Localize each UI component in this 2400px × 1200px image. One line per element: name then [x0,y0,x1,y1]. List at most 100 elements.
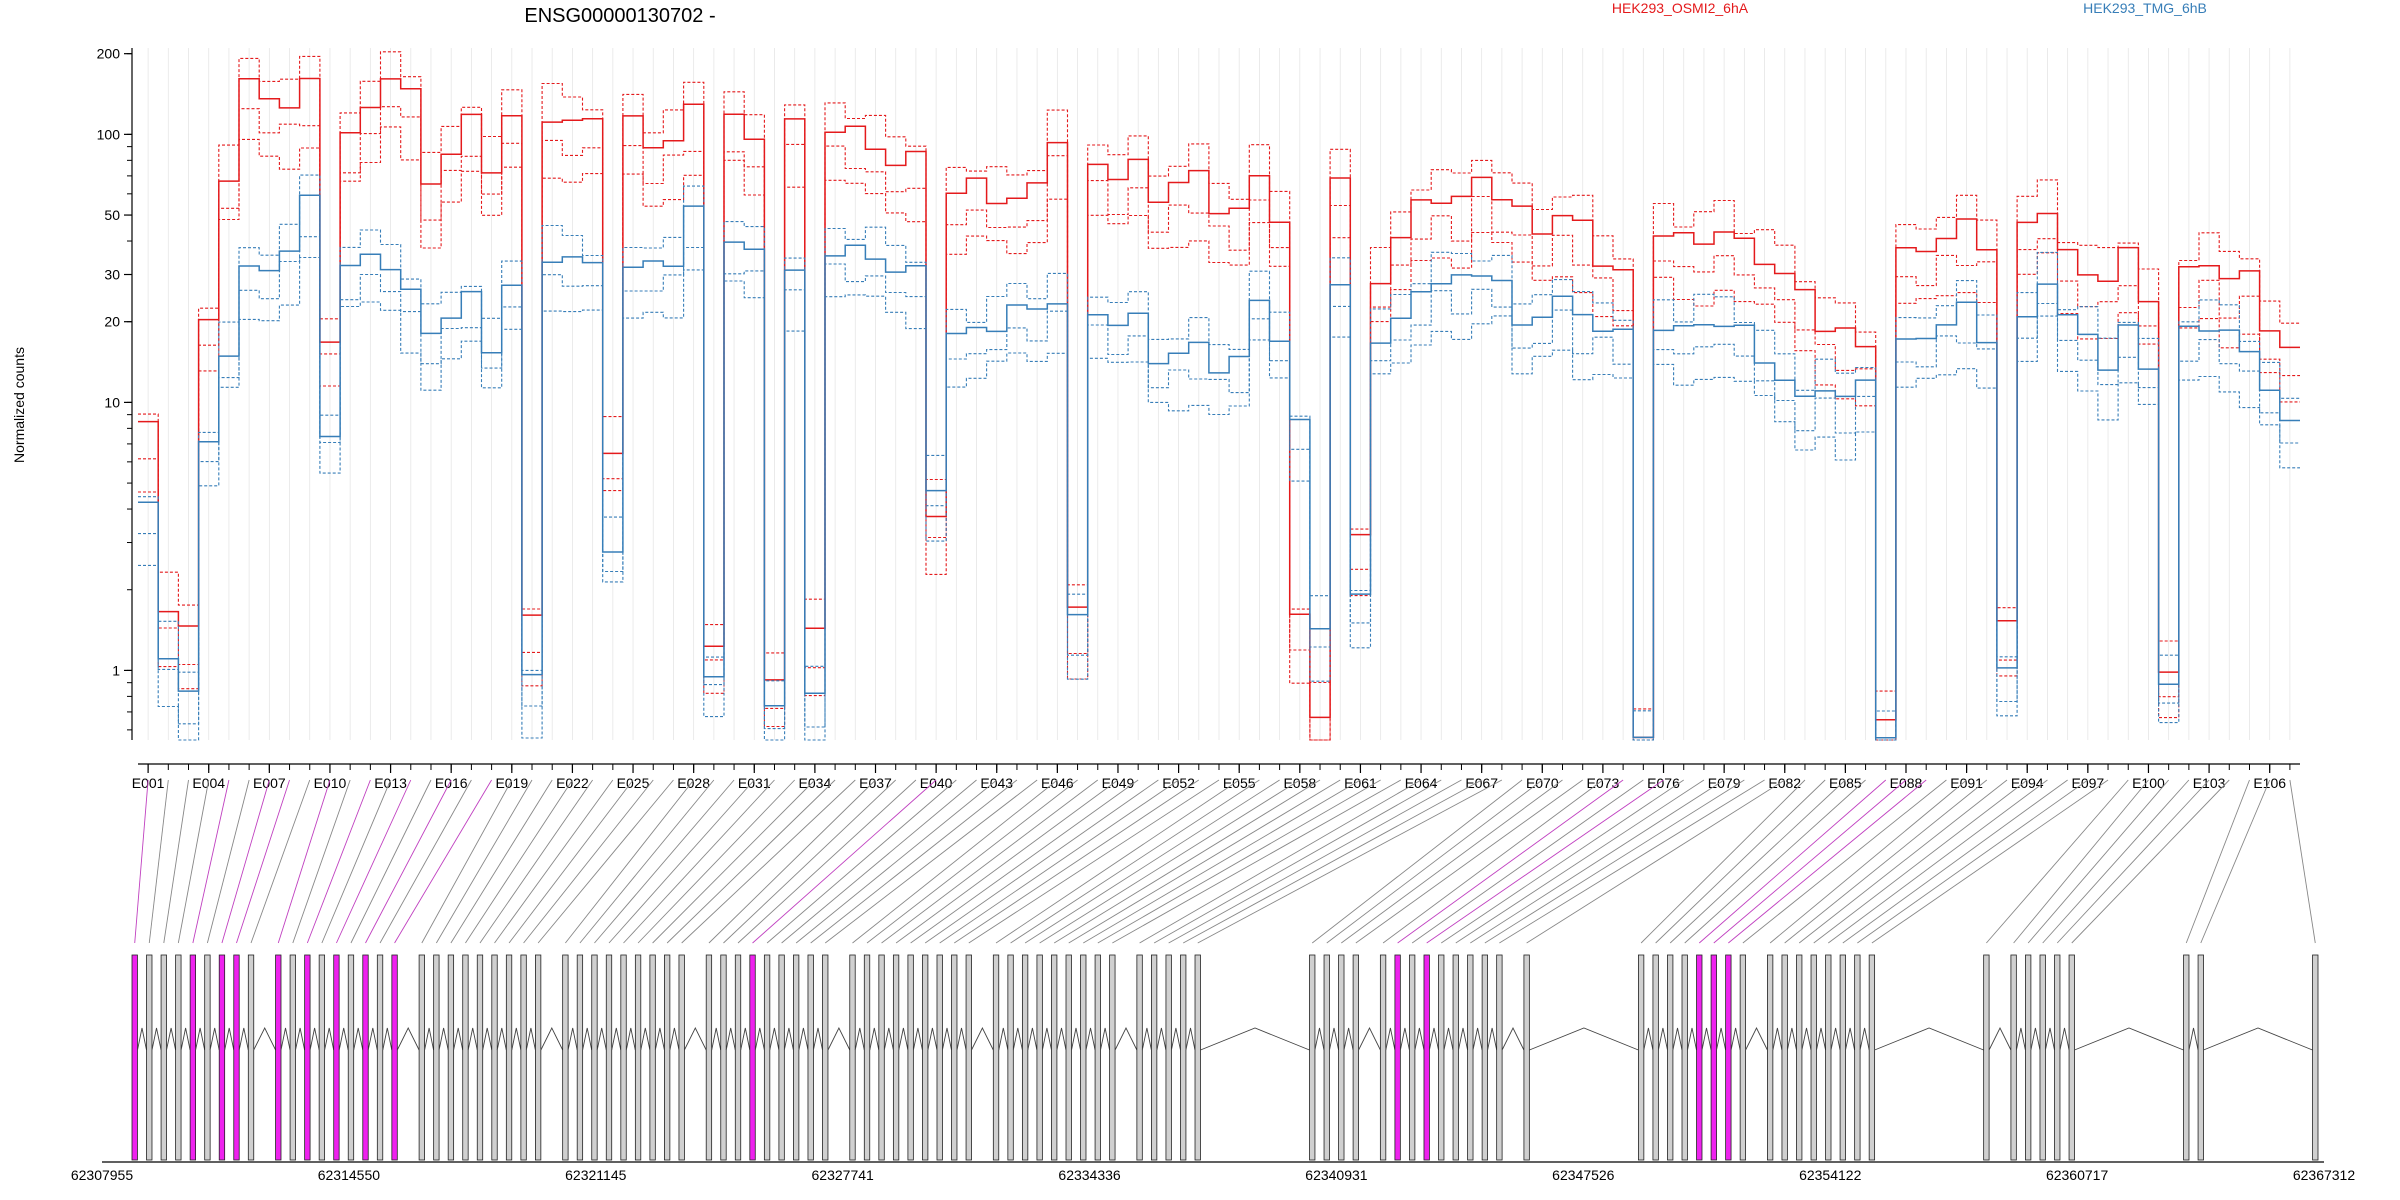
exon-box [505,954,513,1161]
exon-connector [939,779,1179,944]
intron-line [1071,1027,1081,1051]
exon-box [1854,954,1861,1161]
exon-box [664,954,671,1161]
exon-box [1109,954,1116,1161]
exon-connector [192,779,230,944]
exon-connector [1139,779,1422,944]
exon-connector [435,779,533,944]
intron-line [1085,1027,1096,1051]
exon-connector [1097,779,1381,944]
exon-box [2039,954,2046,1161]
exon-box [1338,954,1345,1161]
intron-line [209,1027,220,1051]
exon-connector [379,779,472,944]
intron-line [1988,1026,2012,1051]
exon-connector [666,779,836,944]
exon-box [907,954,914,1161]
exon-connector [795,779,998,944]
exon-connector [1784,779,1988,944]
exon-box [476,954,484,1161]
exon-box [1496,954,1503,1161]
x-tick-label: E064 [1405,775,1438,791]
exon-box [1007,954,1014,1161]
exon-connector [465,779,573,944]
exon-box [289,954,296,1161]
intron-line [1443,1027,1454,1051]
intron-line [1428,1027,1439,1051]
x-tick-label: E016 [435,775,468,791]
exon-connector [1382,779,1604,944]
intron-line [1816,1027,1827,1051]
intron-line [2030,1027,2041,1051]
exon-box [2054,954,2061,1161]
exon-connector [292,779,351,944]
intron-line [467,1027,478,1051]
exon-connector [148,779,169,944]
intron-line [396,1026,420,1051]
intron-line [1156,1027,1167,1051]
x-tick-label: E079 [1708,775,1741,791]
exon-box [2068,954,2075,1161]
chart-title: ENSG00000130702 - [524,5,715,27]
exon-connector [968,779,1220,944]
intron-line [827,1026,851,1051]
x-tick-label: E004 [192,775,225,791]
exon-connector [723,779,897,944]
coord-tick-label: 62321145 [565,1167,626,1183]
intron-line [1716,1027,1727,1051]
exon-box [418,954,425,1161]
exon-box [131,954,138,1161]
intron-line [654,1027,665,1051]
exon-connector [508,779,634,944]
exon-box [204,954,211,1161]
exon-box [634,954,642,1161]
exon-box [1352,954,1359,1161]
intron-line [1414,1027,1425,1051]
exon-connector [1655,779,1826,944]
intron-line [596,1027,607,1051]
x-tick-label: E094 [2011,775,2044,791]
coord-tick-label: 62307955 [71,1167,134,1183]
exon-box [605,954,613,1161]
y-axis: 1 10 20 30 50 100 200 [97,46,133,740]
exon-box [1065,954,1072,1161]
exon-connector [708,779,876,944]
exon-box [1180,954,1187,1161]
exon-box [878,954,885,1161]
exon-connector [1813,779,2028,944]
exon-connector [163,779,189,944]
genomic-coordinate-axis: 62307955 62314550 62321145 62327741 62334336… [71,1161,2355,1183]
exon-box [1394,954,1401,1161]
exon-connector [523,779,654,944]
intron-line [1114,1026,1138,1051]
exon-connector [277,779,331,944]
exon-connector [1828,779,2048,944]
exon-connector [565,779,695,944]
exon-connector [336,779,412,944]
intron-line [883,1027,894,1051]
exon-box [591,954,598,1161]
exon-box [1309,954,1316,1161]
exon-box [433,954,440,1161]
exon-connectors [134,779,2316,944]
intron-line [1185,1027,1196,1051]
intron-line [625,1027,636,1051]
x-axis: E001 E004 E007 E010 E013 E016 E019 E022 E025 E028… [132,763,2300,791]
exon-connector [365,779,452,944]
intron-line [540,1026,564,1051]
x-tick-label: E091 [1950,775,1983,791]
intron-line [669,1027,680,1051]
intron-line [482,1027,493,1051]
exon-connector [1986,779,2129,944]
x-tick-label: E010 [314,775,347,791]
x-tick-label: E019 [495,775,528,791]
intron-line [1801,1027,1812,1051]
intron-line [1687,1027,1697,1051]
intron-line [1845,1027,1856,1051]
exon-connector [1112,779,1402,944]
y-tick-label: 1 [112,662,120,678]
series-line-HEK293_TMG_6hB [138,256,2300,741]
intron-line [854,1027,865,1051]
intron-line [1329,1027,1340,1051]
exon-box [562,954,569,1161]
